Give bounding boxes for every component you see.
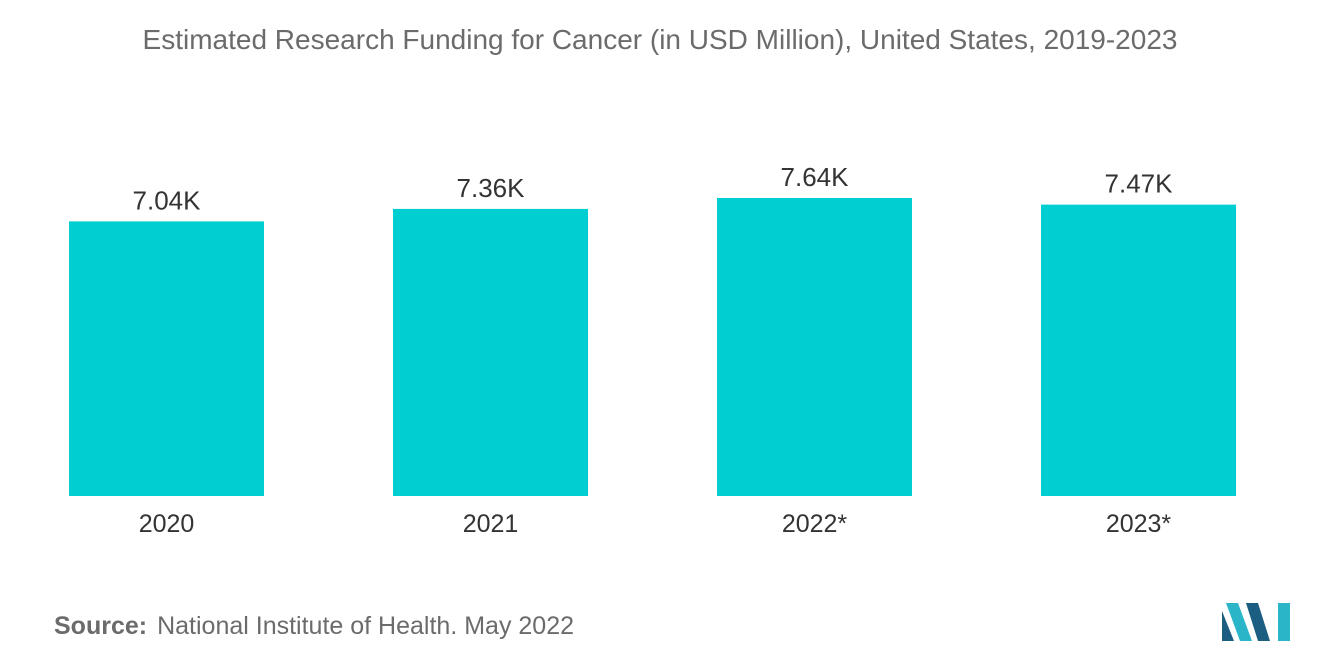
bar-2021 [393, 208, 588, 497]
data-label-2021: 7.36K [457, 173, 526, 203]
chart-title: Estimated Research Funding for Cancer (i… [142, 24, 1178, 55]
bar-2022* [717, 198, 912, 496]
source-note: Source: National Institute of Health. May… [54, 612, 574, 641]
x-tick-label-2021: 2021 [463, 510, 519, 538]
source-label: Source: [54, 612, 148, 640]
source-text: National Institute of Health. May 2022 [157, 612, 575, 640]
bar-2020 [69, 221, 264, 496]
data-label-2023*: 7.47K [1105, 169, 1174, 199]
bar-2023* [1041, 204, 1236, 496]
x-tick-label-2020: 2020 [139, 510, 195, 538]
data-label-2020: 7.04K [133, 185, 202, 215]
x-tick-label-2022*: 2022* [782, 510, 848, 538]
data-label-2022*: 7.64K [781, 162, 850, 192]
x-tick-label-2023*: 2023* [1106, 510, 1172, 538]
company-logo-icon [1222, 603, 1290, 641]
